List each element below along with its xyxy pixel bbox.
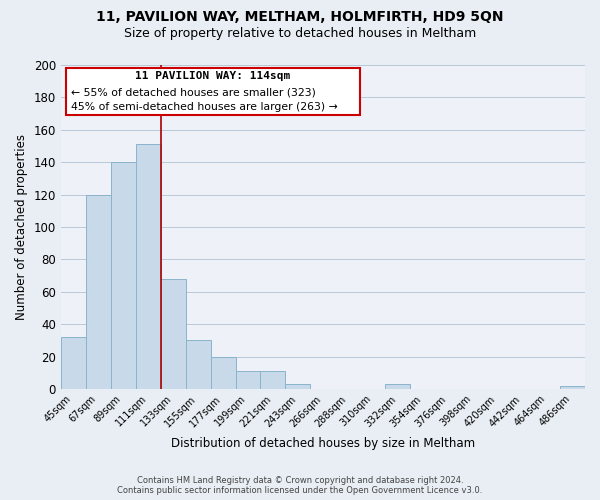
Bar	[560, 386, 585, 389]
FancyBboxPatch shape	[66, 68, 359, 115]
Text: Size of property relative to detached houses in Meltham: Size of property relative to detached ho…	[124, 28, 476, 40]
Text: Contains HM Land Registry data © Crown copyright and database right 2024.
Contai: Contains HM Land Registry data © Crown c…	[118, 476, 482, 495]
Bar	[161, 279, 185, 389]
Bar	[385, 384, 410, 389]
Bar	[61, 337, 86, 389]
Text: ← 55% of detached houses are smaller (323): ← 55% of detached houses are smaller (32…	[71, 87, 316, 97]
Bar	[211, 356, 236, 389]
Bar	[185, 340, 211, 389]
Bar	[286, 384, 310, 389]
Bar	[136, 144, 161, 389]
Bar	[236, 371, 260, 389]
Y-axis label: Number of detached properties: Number of detached properties	[15, 134, 28, 320]
Text: 45% of semi-detached houses are larger (263) →: 45% of semi-detached houses are larger (…	[71, 102, 338, 112]
Text: 11 PAVILION WAY: 114sqm: 11 PAVILION WAY: 114sqm	[135, 72, 290, 82]
Text: 11, PAVILION WAY, MELTHAM, HOLMFIRTH, HD9 5QN: 11, PAVILION WAY, MELTHAM, HOLMFIRTH, HD…	[96, 10, 504, 24]
X-axis label: Distribution of detached houses by size in Meltham: Distribution of detached houses by size …	[171, 437, 475, 450]
Bar	[111, 162, 136, 389]
Bar	[260, 371, 286, 389]
Bar	[86, 194, 111, 389]
